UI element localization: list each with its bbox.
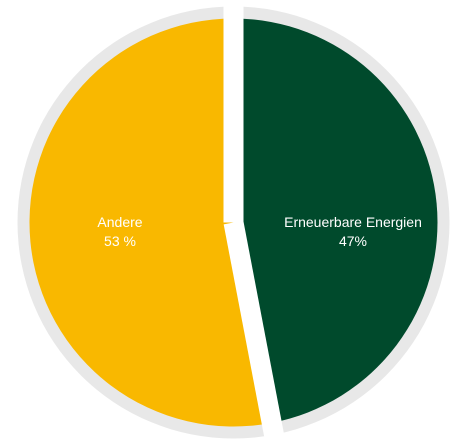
slice-label-group-renewable: Erneuerbare Energien 47% <box>284 214 422 249</box>
pie-slice-gap <box>223 220 285 443</box>
pie-slice-layer <box>29 18 438 427</box>
slice-label-group-other: Andere 53 % <box>97 214 142 249</box>
slice-label-other: Andere <box>97 214 142 230</box>
pie-slice-other <box>29 18 272 427</box>
pie-gap-layer <box>223 0 285 443</box>
slice-value-renewable: 47% <box>339 233 367 249</box>
pie-slice-renewable <box>233 18 438 423</box>
slice-label-renewable: Erneuerbare Energien <box>284 214 422 230</box>
slice-value-other: 53 % <box>104 233 136 249</box>
